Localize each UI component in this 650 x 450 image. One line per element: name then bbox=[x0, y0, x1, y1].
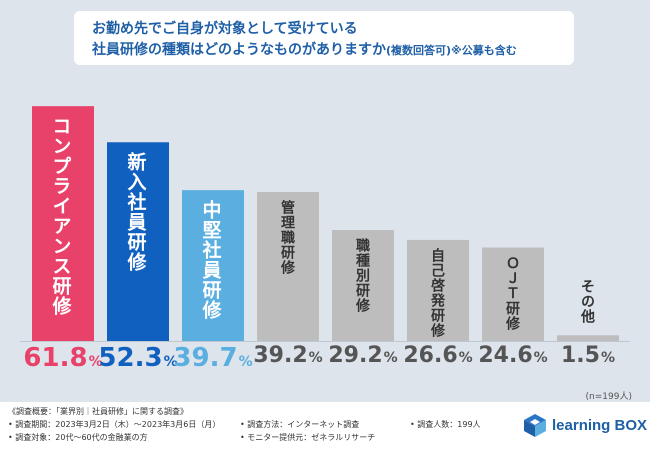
bar-label-4: 管理職研修 bbox=[279, 200, 295, 276]
learningbox-logo: learning BOX bbox=[522, 412, 647, 438]
bar-chart bbox=[20, 106, 630, 342]
value-label-1: 61.8% bbox=[23, 343, 103, 373]
logo-text-box: BOX bbox=[614, 416, 648, 434]
survey-period: • 調査期間：2023年3月2日（木）〜2023年3月6日（月） bbox=[8, 420, 221, 429]
bar-label-8: その他 bbox=[579, 279, 595, 325]
bar-label-1: コンプライアンス研修 bbox=[49, 116, 72, 317]
survey-monitor: • モニター提供元：ゼネラルリサーチ bbox=[240, 433, 376, 442]
value-label-2: 52.3% bbox=[98, 343, 178, 373]
bar-label-7: ＯＪＴ研修 bbox=[504, 255, 520, 331]
bar-5 bbox=[332, 230, 394, 341]
bar-label-5: 職種別研修 bbox=[354, 238, 370, 314]
box-icon bbox=[524, 414, 546, 437]
value-label-6: 26.6% bbox=[403, 343, 473, 368]
survey-count: • 調査人数：199人 bbox=[410, 420, 481, 429]
chart-title-main: 社員研修の種類はどのようなものがありますか bbox=[92, 42, 386, 58]
bar-2 bbox=[107, 142, 169, 341]
value-label-8: 1.5% bbox=[560, 343, 615, 368]
bar-8 bbox=[557, 335, 619, 341]
bar-label-2: 新入社員研修 bbox=[124, 152, 147, 273]
logo-text-learning: learning bbox=[552, 416, 611, 434]
bar-7 bbox=[482, 247, 544, 341]
sample-size-note: (n=199人) bbox=[585, 392, 632, 402]
bar-4 bbox=[257, 192, 319, 341]
survey-target: • 調査対象：20代〜60代の金融業の方 bbox=[8, 433, 148, 442]
value-label-5: 29.2% bbox=[328, 343, 398, 368]
value-label-7: 24.6% bbox=[478, 343, 548, 368]
bar-3 bbox=[182, 190, 244, 341]
value-label-3: 39.7% bbox=[173, 343, 253, 373]
chart-title-line2: 社員研修の種類はどのようなものがありますか(複数回答可)※公募も含む bbox=[92, 39, 517, 59]
bar-6 bbox=[407, 239, 469, 341]
bar-label-6: 自己啓発研修 bbox=[429, 247, 445, 338]
chart-title-line1: お勤め先でご自身が対象として受けている bbox=[92, 21, 358, 37]
bar-1 bbox=[32, 106, 94, 341]
survey-title: 《調査概要：「業界別｜社員研修」に関する調査》 bbox=[8, 407, 188, 416]
title-box: お勤め先でご自身が対象として受けている 社員研修の種類はどのようなものがあります… bbox=[74, 11, 574, 65]
bar-label-3: 中堅社員研修 bbox=[199, 200, 222, 321]
value-label-4: 39.2% bbox=[253, 343, 323, 368]
chart-title-suffix: (複数回答可)※公募も含む bbox=[386, 44, 517, 57]
survey-method: • 調査方法：インターネット調査 bbox=[240, 420, 360, 429]
